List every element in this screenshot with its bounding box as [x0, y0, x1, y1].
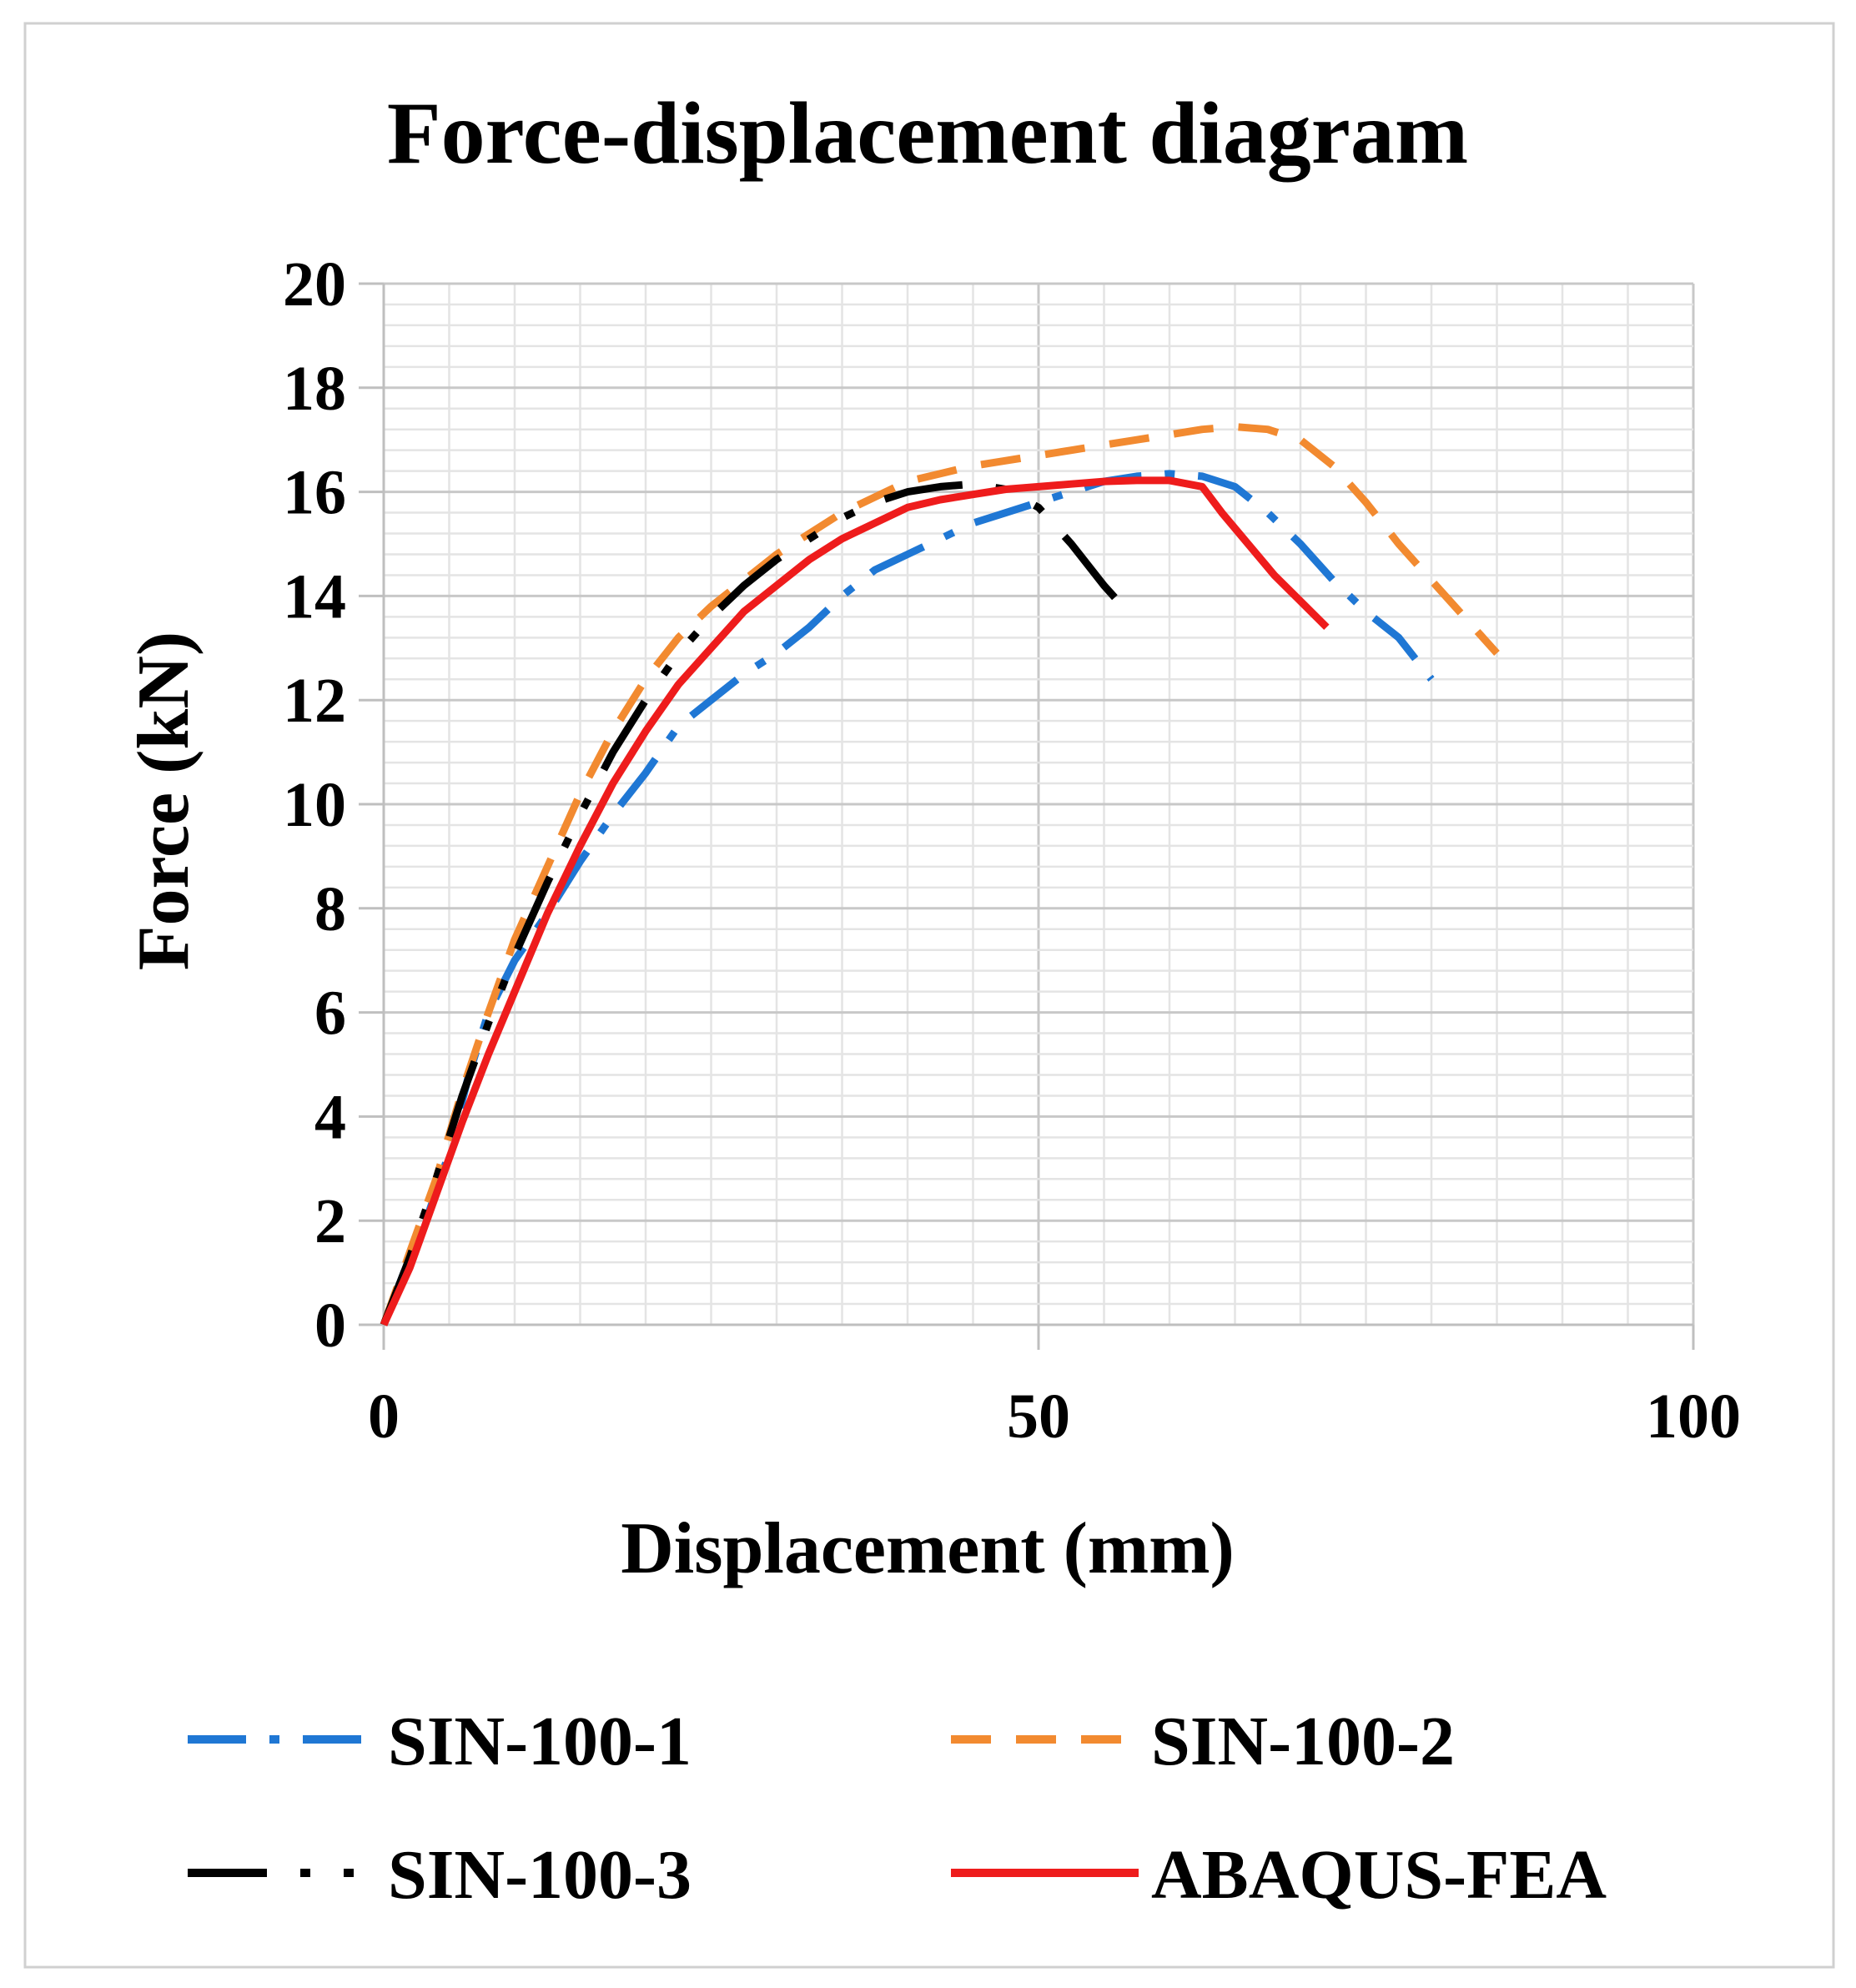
y-axis-label: Force (kN): [123, 632, 204, 970]
x-axis-label: Displacement (mm): [621, 1508, 1235, 1589]
y-tick-label: 12: [283, 666, 346, 736]
legend-label: SIN-100-2: [1151, 1703, 1455, 1780]
legend-label: SIN-100-3: [388, 1836, 692, 1914]
y-tick-label: 20: [283, 249, 346, 320]
legend-item-sin-100-3: SIN-100-3: [188, 1836, 692, 1914]
legend-item-sin-100-2: SIN-100-2: [951, 1703, 1455, 1780]
series-line-sin-100-2: [380, 423, 1500, 1326]
ticks-layer: 0 2 4 6 8 10 12 14 16 18 20 0 50 100: [283, 249, 1741, 1452]
chart-title: Force-displacement diagram: [387, 84, 1468, 182]
series-line-abaqus-fea: [380, 476, 1330, 1326]
legend-item-sin-100-1: SIN-100-1: [188, 1703, 692, 1780]
y-tick-label: 2: [314, 1186, 346, 1256]
x-tick-label: 50: [1007, 1382, 1070, 1452]
chart-frame: [23, 22, 1835, 1969]
y-tick-label: 16: [283, 458, 346, 528]
legend-label: SIN-100-1: [388, 1703, 692, 1780]
y-tick-label: 0: [314, 1291, 346, 1361]
y-tick-label: 4: [314, 1082, 346, 1152]
legend-item-abaqus-fea: ABAQUS-FEA: [951, 1836, 1607, 1914]
legend-label: ABAQUS-FEA: [1151, 1836, 1607, 1914]
series-line-sin-100-3: [380, 480, 1140, 1326]
y-tick-label: 18: [283, 354, 346, 424]
x-tick-label: 0: [368, 1382, 400, 1452]
axes-layer: [359, 282, 1695, 1350]
y-tick-label: 14: [283, 561, 346, 632]
series-layer: [380, 423, 1500, 1326]
x-tick-label: 100: [1646, 1382, 1741, 1452]
y-tick-label: 6: [314, 979, 346, 1049]
grid-layer: [382, 282, 1695, 1326]
y-tick-label: 10: [283, 770, 346, 840]
y-tick-label: 8: [314, 874, 346, 944]
legend: SIN-100-1 SIN-100-2 SIN-100-3 ABAQUS-FEA: [188, 1703, 1607, 1914]
series-line-sin-100-1: [380, 470, 1435, 1326]
